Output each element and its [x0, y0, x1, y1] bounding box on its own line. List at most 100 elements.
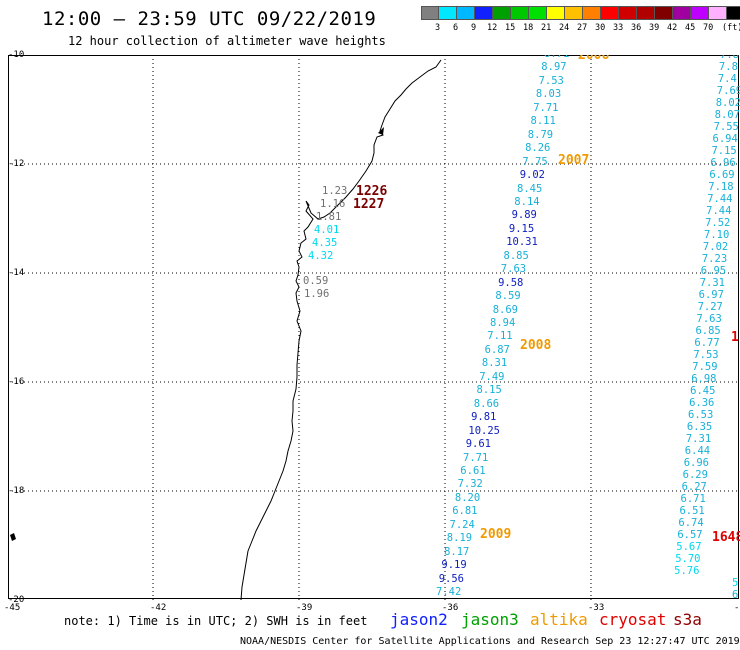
legend-swatch: [601, 6, 619, 20]
y-tick-label: -16: [8, 377, 25, 387]
swh-label: 7.11: [487, 330, 513, 343]
legend-value-label: 45: [685, 23, 696, 33]
swh-label: 7.53: [693, 349, 719, 361]
legend-swatch: [673, 6, 691, 20]
swh-label: 8.66: [473, 397, 500, 410]
swh-label: 7.63: [500, 263, 527, 276]
pass-label-2008: 2008: [520, 338, 552, 353]
swh-label: 8.02: [715, 97, 740, 109]
swh-label: 7.44: [707, 193, 733, 205]
swh-label: 6.71: [680, 493, 706, 505]
pass-label-2009: 2009: [480, 527, 512, 542]
legend-swatch: [565, 6, 583, 20]
x-tick-label: -45: [4, 603, 21, 613]
swh-label: 6.96: [710, 157, 736, 169]
y-tick-label: -14: [8, 268, 25, 278]
pass-label-edge: 1: [731, 330, 739, 345]
swh-label: 6.: [732, 589, 740, 601]
legend-value-label: 33: [613, 23, 624, 33]
y-tick-label: -18: [8, 486, 25, 496]
swh-label: 6.45: [690, 385, 716, 397]
swh-label: 7.49: [479, 370, 505, 383]
swh-label: 7.71: [533, 101, 559, 114]
swh-label: 5.67: [676, 541, 702, 553]
swh-label: 6.69: [709, 169, 735, 181]
swh-label: 6.85: [695, 325, 721, 337]
legend-value-label: 21: [541, 23, 552, 33]
sat-jason3: jason3: [461, 610, 519, 629]
x-tick-label: -39: [296, 603, 313, 613]
swh-label: 5.76: [674, 565, 700, 577]
swh-label: 7.31: [685, 433, 712, 445]
legend-swatch: [655, 6, 673, 20]
swh-label: 6.36: [689, 397, 715, 409]
legend-swatch: [727, 6, 740, 20]
legend-value-label: 9: [471, 23, 477, 33]
pass-label-2006: 2006: [578, 55, 610, 63]
swh-label: 6.51: [679, 505, 705, 517]
swh-label: 9.58: [498, 276, 524, 289]
swh-label: 8.15: [476, 384, 502, 397]
swh-label: 8.94: [490, 317, 516, 329]
legend-swatch: [619, 6, 637, 20]
coastline-brazil: [240, 59, 442, 600]
swh-label: 8.97: [541, 61, 567, 74]
swh-label: 9.02: [519, 169, 545, 182]
legend-value-label: 39: [649, 23, 660, 33]
swh-label: 1.96: [304, 288, 330, 300]
sat-s3a: s3a: [673, 610, 702, 629]
legend-swatch: [529, 6, 547, 20]
pass-label-1648: 1648: [712, 530, 740, 545]
swh-label: 7.31: [699, 277, 726, 289]
swh-label: 8.19: [446, 532, 473, 545]
swh-label: 6.81: [452, 505, 478, 518]
legend-swatch: [475, 6, 493, 20]
sat-jason2: jason2: [390, 610, 448, 629]
swh-label: 8.69: [492, 303, 518, 316]
swh-label: 6.87: [484, 343, 510, 356]
swh-label: 7.71: [463, 451, 489, 464]
swh-label: 1.81: [316, 211, 342, 223]
legend-value-label: 70: [703, 23, 714, 33]
map-title: 12:00 – 23:59 UTC 09/22/2019: [42, 8, 377, 30]
swh-label: 6.61: [460, 464, 486, 477]
swh-label: 7.15: [711, 145, 737, 157]
legend-swatch: [547, 6, 565, 20]
swh-label: 9.81: [471, 411, 497, 424]
swh-label: 7.32: [457, 478, 483, 491]
legend-value-label: 6: [453, 23, 459, 33]
swh-label: 4.01: [314, 224, 340, 236]
x-tick-label: -36: [442, 603, 459, 613]
coastal-detail: [10, 533, 16, 541]
swh-label: 8.20: [454, 491, 481, 504]
y-tick-label: -12: [8, 159, 25, 169]
swh-label: 9.19: [441, 559, 467, 572]
legend-value-label: 36: [631, 23, 642, 33]
swh-label: 7.63: [696, 313, 722, 325]
swh-label: 7.53: [538, 74, 564, 87]
legend-swatch: [583, 6, 601, 20]
swh-label: 9.56: [438, 572, 464, 585]
legend-swatch: [637, 6, 655, 20]
swh-label: 0.59: [303, 275, 329, 287]
swh-label: 1.23: [322, 185, 348, 197]
legend-swatch: [439, 6, 457, 20]
legend-value-label: 42: [667, 23, 678, 33]
swh-label: 6.77: [694, 337, 720, 349]
swh-label: 7.44: [706, 205, 732, 217]
swh-label: 7.8: [718, 61, 738, 73]
swh-label: 8.59: [495, 290, 521, 303]
swh-label: 6.97: [698, 289, 724, 301]
swh-label: 7.23: [701, 253, 728, 265]
swh-label: 8.17: [444, 545, 470, 558]
plot-frame: [8, 55, 739, 599]
legend-value-label: 24: [559, 23, 570, 33]
sat-cryosat: cryosat: [599, 610, 667, 629]
swh-label: 4.35: [312, 237, 338, 249]
map-svg: [8, 55, 740, 600]
swh-label: 8.03: [535, 88, 562, 101]
swh-label: 8.07: [714, 109, 740, 121]
swh-label: 6.95: [700, 265, 727, 277]
swh-label: 9.15: [508, 222, 535, 235]
legend-value-label: 18: [523, 23, 534, 33]
